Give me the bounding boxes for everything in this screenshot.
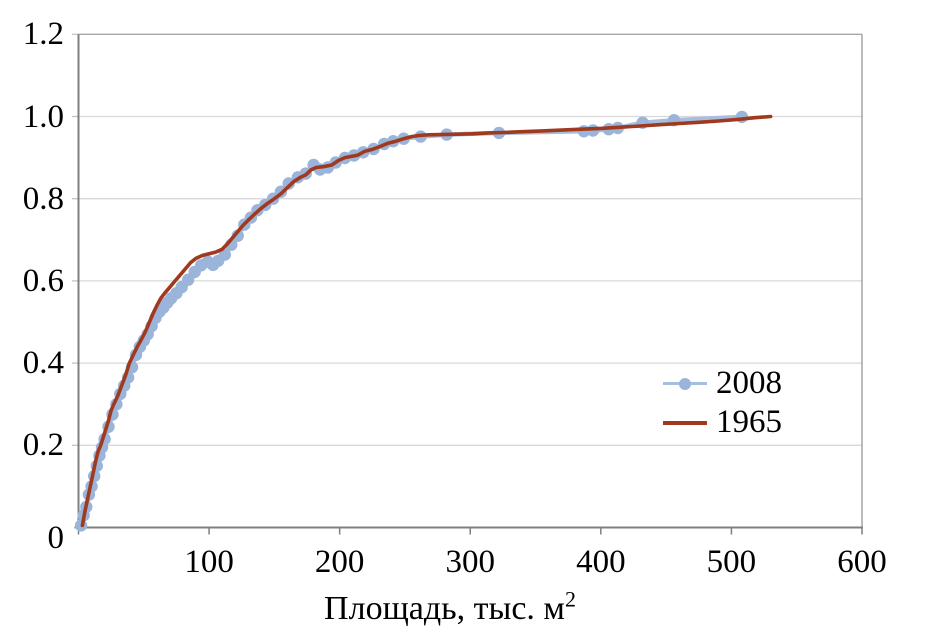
x-tick-label: 200 [314,544,365,580]
legend: 2008 1965 [663,364,782,442]
x-tick-label: 600 [837,544,887,580]
y-tick-label: 0.8 [22,180,64,217]
x-axis-title: Площадь, тыс. м2 [250,586,650,628]
y-tick-label: 1.2 [22,16,64,53]
x-tick-label: 500 [706,544,757,580]
x-axis-title-text: Площадь, тыс. м [324,590,565,627]
series-2008-line [78,114,745,528]
legend-item-1965: 1965 [663,403,782,442]
x-tick-label: 300 [445,544,496,580]
series-2008-marker [282,177,295,190]
y-tick-label: 0.2 [22,427,64,464]
legend-label-1965: 1965 [716,404,782,440]
x-axis-title-superscript: 2 [564,586,576,612]
x-tick-label: 100 [184,544,234,580]
series-2008-marker [218,248,231,261]
legend-item-2008: 2008 [663,364,782,403]
line-marker-icon [663,420,707,425]
y-tick-label: 0.6 [22,262,64,299]
circle-marker-icon [679,377,691,390]
y-tick-label: 1.0 [22,98,64,135]
legend-swatch-2008 [663,377,707,391]
series-1965-line [80,114,773,528]
y-tick-label: 0 [47,519,65,556]
legend-label-2008: 2008 [716,365,782,401]
y-tick-label: 0.4 [22,345,64,382]
x-tick-label: 400 [576,544,626,580]
legend-swatch-1965 [663,416,707,430]
